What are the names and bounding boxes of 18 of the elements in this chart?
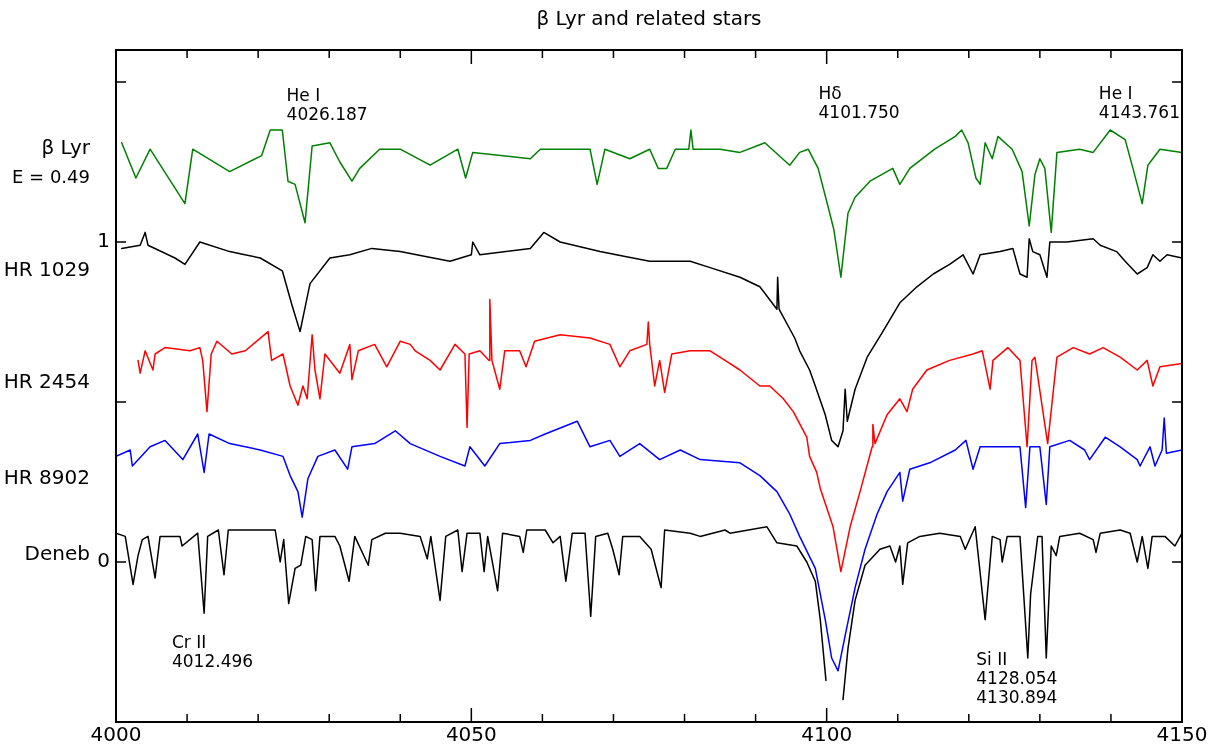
text: HR 2454 (3, 368, 90, 393)
x-tick-label: 4150 (1156, 722, 1208, 747)
y-tick-label: 1 (97, 228, 110, 253)
x-tick-label: 4050 (445, 722, 497, 747)
annotation: Cr II 4012.496 (171, 631, 254, 671)
annotation: Si II 4128.054 4130.894 (976, 649, 1058, 708)
series-label: Deneb (24, 541, 90, 566)
text: E = 0.49 (12, 166, 90, 188)
series-label: HR 1029 (3, 256, 90, 281)
series-label: HR 8902 (3, 464, 90, 489)
annotation: Hδ 4101.750 (818, 83, 900, 123)
chart-title: β Lyr and related stars (536, 6, 762, 31)
series-label: β Lyr (41, 135, 91, 159)
annotation: He I 4143.761 (1098, 83, 1180, 123)
annotation: He I 4026.187 (286, 84, 368, 124)
y-tick-label: 0 (97, 548, 110, 573)
x-tick-label: 4100 (801, 722, 853, 747)
x-tick-label: 4000 (90, 722, 142, 747)
